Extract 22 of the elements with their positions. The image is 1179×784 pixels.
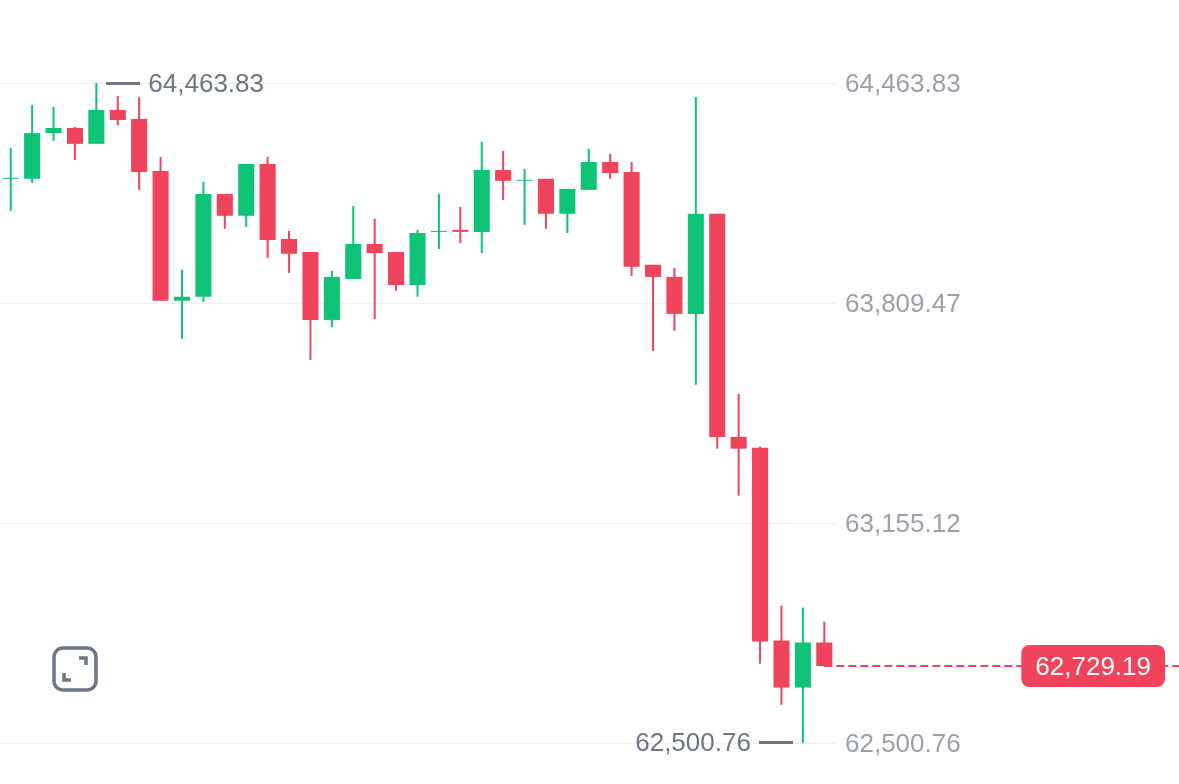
candlestick <box>495 149 512 201</box>
annotation: 64,463.83 <box>148 67 265 99</box>
candlestick <box>2 146 19 213</box>
y-tick-label: 62,500.76 <box>845 727 961 758</box>
candlestick <box>452 206 469 244</box>
candlestick <box>109 95 126 127</box>
annotation: 62,500.76 <box>635 727 751 759</box>
y-tick-label: 63,809.47 <box>845 287 961 318</box>
candlestick <box>730 392 747 497</box>
ref-line-label: 62,729.19 <box>1035 651 1151 681</box>
candlestick <box>644 263 662 352</box>
candlestick <box>366 217 383 320</box>
candlestick <box>602 152 619 180</box>
candlestick <box>430 192 447 251</box>
y-tick-label: 63,155.12 <box>845 507 961 538</box>
candlestick <box>216 192 233 230</box>
candlestick <box>516 168 533 226</box>
candlestick <box>45 105 62 142</box>
y-tick-label: 64,463.83 <box>845 68 961 99</box>
candlestick <box>281 229 298 274</box>
candlestick <box>66 126 83 161</box>
candlestick <box>173 268 191 340</box>
